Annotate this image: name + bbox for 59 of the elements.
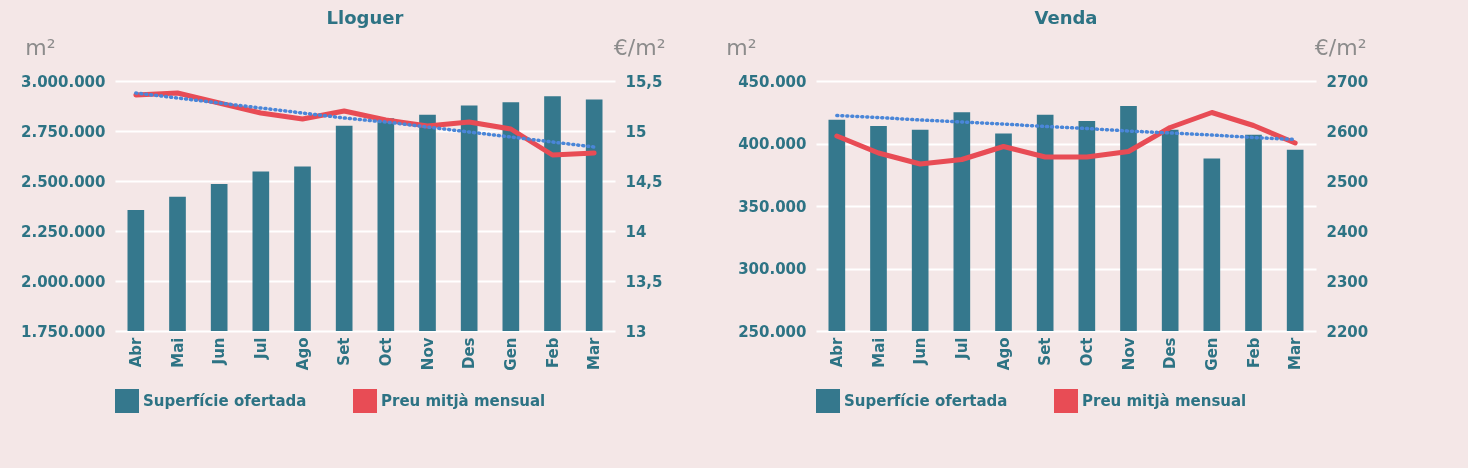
x-tick-label: Mar [1286,336,1305,370]
x-tick-label: Jun [210,337,229,366]
y2-tick-label: 2600 [1326,122,1369,141]
line-series [134,91,596,149]
y2-tick-label: 14,5 [625,172,663,191]
x-tick-label: Abr [126,336,145,368]
y-tick-label: 3.000.000 [21,72,106,91]
y-axis-title: m² [25,34,56,60]
y2-tick-label: 2700 [1326,72,1369,91]
x-tick-label: Ago [994,337,1013,371]
y2-tick-label: 13 [625,322,647,341]
y-tick-label: 400.000 [738,135,807,153]
x-tick-label: Des [1161,337,1180,370]
x-tick-label: Mai [168,337,187,368]
x-tick-label: Gen [501,337,520,371]
y2-tick-label: 15,5 [625,72,663,91]
x-tick-label: Set [1036,337,1055,366]
x-tick-label: Nov [1119,337,1138,371]
x-tick-label: Jul [952,337,971,360]
y2-tick-label: 2300 [1326,272,1369,291]
legend-label: Superfície ofertada [844,392,1008,410]
y-axis-title: m² [726,34,757,60]
chart-title: Venda [1034,7,1098,28]
y-tick-label: 1.750.000 [21,322,106,341]
x-tick-label: Oct [376,337,395,367]
y-tick-label: 2.000.000 [21,272,106,291]
y2-tick-label: 2200 [1326,322,1369,341]
x-tick-label: Des [460,337,479,370]
x-tick-label: Set [335,337,354,366]
legend-label: Preu mitjà mensual [381,392,546,410]
y-tick-label: 2.750.000 [21,122,106,141]
x-tick-label: Mai [869,337,888,368]
y2-tick-label: 2400 [1326,222,1369,241]
x-tick-label: Gen [1202,337,1221,371]
x-tick-label: Oct [1077,337,1096,367]
chart-title: Lloguer [326,7,404,28]
y-tick-label: 350.000 [738,197,807,216]
legend-label: Preu mitjà mensual [1082,392,1247,410]
y-tick-label: 2.500.000 [21,172,106,191]
legend-label: Superfície ofertada [143,392,307,410]
x-tick-label: Nov [418,337,437,371]
x-tick-label: Abr [827,336,846,368]
line-series [835,113,1297,142]
y2-tick-label: 14 [625,222,647,241]
x-tick-label: Ago [293,337,312,371]
y-tick-label: 250.000 [738,322,807,341]
x-tick-label: Jun [911,337,930,366]
x-tick-label: Feb [543,337,562,369]
y2-tick-label: 2500 [1326,172,1369,191]
y-tick-label: 2.250.000 [21,222,106,241]
x-tick-label: Feb [1244,337,1263,369]
y2-axis-title: €/m² [1314,34,1367,60]
y2-tick-label: 13,5 [625,272,663,291]
y-tick-label: 300.000 [738,260,807,278]
y-tick-label: 450.000 [738,72,807,91]
x-tick-label: Mar [585,336,604,370]
y2-axis-title: €/m² [613,34,666,60]
y2-tick-label: 15 [625,122,647,141]
x-tick-label: Jul [251,337,270,360]
